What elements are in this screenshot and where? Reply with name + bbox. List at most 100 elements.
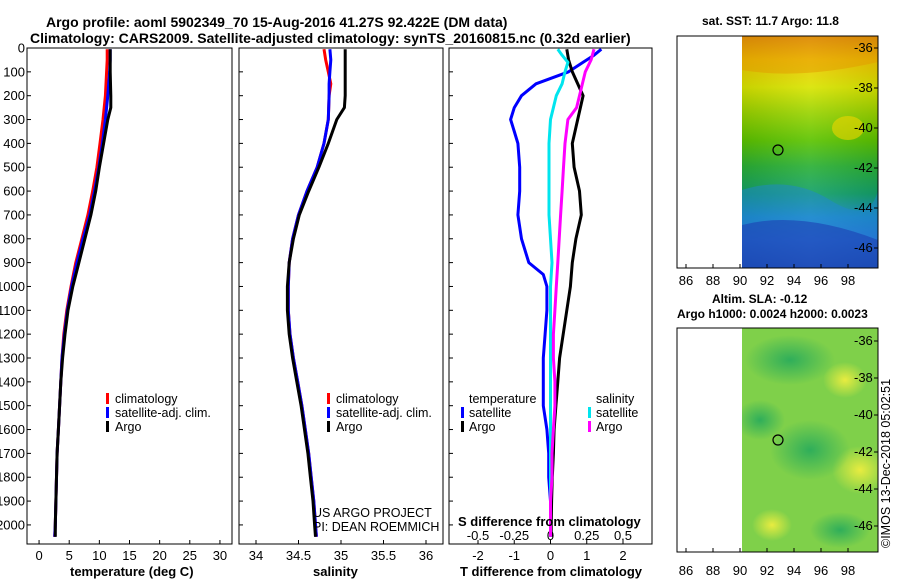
sla-profile-marker bbox=[772, 434, 784, 446]
sst-lon-tick-label: 88 bbox=[706, 273, 720, 288]
sst-lat-tick-label: -40 bbox=[854, 120, 873, 135]
sst-lat-tick-label: -38 bbox=[854, 80, 873, 95]
map-axes: -36 -36 -38 -38 -40 -40 -42 -42 -44 -44 -46 -46 86 86… bbox=[679, 40, 878, 578]
legend-swatch-satellite bbox=[106, 407, 109, 418]
sla-lat-tick-label: -38 bbox=[854, 370, 873, 385]
sst-map-frame bbox=[676, 35, 879, 269]
temperature-plot: 0 5 10 15 20 25 30 bbox=[35, 49, 227, 563]
depth-tick-label: 1200 bbox=[0, 327, 25, 342]
x-tick-label: 0 bbox=[35, 548, 42, 563]
legend-swatch-temp-satellite bbox=[461, 407, 464, 418]
sla-lat-tick-label: -42 bbox=[854, 444, 873, 459]
sla-map-title-line1: Altim. SLA: -0.12 bbox=[712, 292, 808, 306]
legend-label-temp-argo: Argo bbox=[469, 420, 495, 434]
legend-swatch-argo bbox=[106, 421, 109, 432]
depth-tick-label: 1600 bbox=[0, 422, 25, 437]
salinity-panel-frame bbox=[238, 47, 444, 545]
series-line-temperature-satellite bbox=[509, 48, 603, 537]
sst-lon-tick-label: 98 bbox=[841, 273, 855, 288]
depth-tick-label: 100 bbox=[3, 64, 25, 79]
series-line-climatology bbox=[53, 49, 109, 537]
depth-tick-label: 500 bbox=[3, 160, 25, 175]
sst-lon-tick-label: 86 bbox=[679, 273, 693, 288]
sst-map bbox=[742, 36, 878, 268]
salinity-axis-label: salinity bbox=[313, 564, 359, 579]
depth-axis: 0 100 200 300 400 500 600 700 800 900 1000 1100 1200… bbox=[0, 41, 453, 532]
temperature-legend: climatology satellite-adj. clim. Argo bbox=[106, 392, 211, 434]
legend-swatch-climatology bbox=[106, 393, 109, 404]
legend-label-satellite: satellite-adj. clim. bbox=[336, 406, 432, 420]
sla-lon-tick-label: 96 bbox=[814, 563, 828, 578]
depth-tick-label: 1300 bbox=[0, 351, 25, 366]
legend-label-temp-satellite: satellite bbox=[469, 406, 511, 420]
sst-lon-tick-label: 96 bbox=[814, 273, 828, 288]
sst-lat-tick-label: -42 bbox=[854, 160, 873, 175]
depth-tick-label: 1100 bbox=[0, 303, 25, 318]
legend-swatch-temp-argo bbox=[461, 421, 464, 432]
depth-tick-label: 1400 bbox=[0, 374, 25, 389]
sla-lon-tick-label: 92 bbox=[760, 563, 774, 578]
depth-tick-label: 900 bbox=[3, 255, 25, 270]
x-tick-label: 2 bbox=[619, 548, 626, 563]
temperature-axis-label: temperature (deg C) bbox=[70, 564, 194, 579]
x-tick-label: 20 bbox=[152, 548, 166, 563]
legend-label-climatology: climatology bbox=[115, 392, 178, 406]
legend-swatch-climatology bbox=[327, 393, 330, 404]
imos-timestamp: ©IMOS 13-Dec-2018 05:02:51 bbox=[879, 379, 893, 548]
legend-title-temperature: temperature bbox=[469, 392, 536, 406]
sla-lon-tick-label: 86 bbox=[679, 563, 693, 578]
sla-lat-tick-label: -46 bbox=[854, 518, 873, 533]
salinity-plot: 34 34.5 35 35.5 36 bbox=[249, 48, 433, 563]
legend-swatch-argo bbox=[327, 421, 330, 432]
x-tick-label: 34 bbox=[249, 548, 263, 563]
legend-swatch-sal-argo bbox=[588, 421, 591, 432]
sst-lon-tick-label: 92 bbox=[760, 273, 774, 288]
series-line-argo bbox=[53, 49, 113, 537]
figure-title-line2: Climatology: CARS2009. Satellite-adjuste… bbox=[30, 30, 631, 46]
x-tick-label: 36 bbox=[419, 548, 433, 563]
t-difference-axis-label: T difference from climatology bbox=[460, 564, 643, 579]
series-line-salinity-satellite bbox=[547, 48, 570, 537]
s-tick-label: -0.25 bbox=[499, 528, 529, 543]
x-tick-label: 10 bbox=[92, 548, 106, 563]
difference-plot: -2 -1 0 1 2-0.5 -0.25 0 0.25 0.5 bbox=[467, 48, 632, 563]
sla-lon-tick-label: 90 bbox=[733, 563, 747, 578]
legend-title-salinity: salinity bbox=[596, 392, 635, 406]
legend-label-argo: Argo bbox=[336, 420, 362, 434]
x-tick-label: 1 bbox=[583, 548, 590, 563]
sla-map-frame bbox=[676, 327, 879, 553]
x-tick-label: -1 bbox=[508, 548, 520, 563]
x-tick-label: 15 bbox=[122, 548, 136, 563]
sst-map-title: sat. SST: 11.7 Argo: 11.8 bbox=[702, 14, 839, 28]
x-tick-label: 5 bbox=[66, 548, 73, 563]
sst-lat-tick-label: -36 bbox=[854, 40, 873, 55]
depth-tick-label: 0 bbox=[18, 41, 25, 56]
depth-tick-label: 2000 bbox=[0, 517, 25, 532]
s-tick-label: -0.5 bbox=[467, 528, 489, 543]
series-line-salinity-argo bbox=[549, 48, 596, 537]
depth-tick-label: 1000 bbox=[0, 279, 25, 294]
depth-tick-label: 600 bbox=[3, 184, 25, 199]
x-tick-label: 0 bbox=[547, 548, 554, 563]
legend-swatch-sal-satellite bbox=[588, 407, 591, 418]
sst-profile-marker bbox=[772, 144, 784, 156]
x-tick-label: 35.5 bbox=[371, 548, 396, 563]
sla-lon-tick-label: 94 bbox=[787, 563, 801, 578]
sla-lat-tick-label: -44 bbox=[854, 481, 873, 496]
legend-label-climatology: climatology bbox=[336, 392, 399, 406]
x-tick-label: 34.5 bbox=[286, 548, 311, 563]
depth-tick-label: 800 bbox=[3, 231, 25, 246]
series-line-argo bbox=[285, 49, 347, 537]
legend-label-satellite: satellite-adj. clim. bbox=[115, 406, 211, 420]
depth-tick-label: 1900 bbox=[0, 494, 25, 509]
depth-tick-label: 1800 bbox=[0, 470, 25, 485]
sla-map bbox=[742, 328, 878, 552]
sla-lon-tick-label: 88 bbox=[706, 563, 720, 578]
depth-tick-label: 300 bbox=[3, 112, 25, 127]
sla-lon-tick-label: 98 bbox=[841, 563, 855, 578]
salinity-legend: climatology satellite-adj. clim. Argo bbox=[327, 392, 432, 434]
figure-title-line1: Argo profile: aoml 5902349_70 15-Aug-201… bbox=[46, 14, 507, 30]
sst-lat-tick-label: -44 bbox=[854, 200, 873, 215]
legend-label-sal-satellite: satellite bbox=[596, 406, 638, 420]
